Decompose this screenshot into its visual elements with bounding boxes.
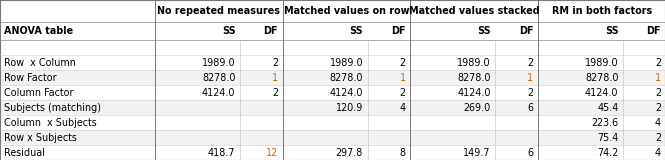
Text: 2: 2 bbox=[527, 58, 533, 68]
Text: 1989.0: 1989.0 bbox=[457, 58, 491, 68]
Text: 1: 1 bbox=[655, 73, 661, 83]
Text: 8278.0: 8278.0 bbox=[585, 73, 618, 83]
Text: 2: 2 bbox=[400, 88, 406, 98]
Text: 4124.0: 4124.0 bbox=[202, 88, 235, 98]
Text: 120.9: 120.9 bbox=[336, 103, 363, 113]
Text: 2: 2 bbox=[527, 88, 533, 98]
Text: Matched values stacked: Matched values stacked bbox=[409, 6, 539, 16]
Text: Row  x Column: Row x Column bbox=[4, 58, 76, 68]
Text: SS: SS bbox=[350, 26, 363, 36]
Bar bbox=[0, 0, 665, 22]
Text: 1: 1 bbox=[272, 73, 278, 83]
Text: 8278.0: 8278.0 bbox=[202, 73, 235, 83]
Bar bbox=[0, 22, 665, 40]
Text: 4: 4 bbox=[400, 103, 406, 113]
Text: 2: 2 bbox=[655, 88, 661, 98]
Text: No repeated measures: No repeated measures bbox=[158, 6, 280, 16]
Text: DF: DF bbox=[646, 26, 661, 36]
Text: 6: 6 bbox=[527, 103, 533, 113]
Text: Row Factor: Row Factor bbox=[4, 73, 57, 83]
Text: DF: DF bbox=[391, 26, 406, 36]
Text: 6: 6 bbox=[527, 148, 533, 158]
Text: 1989.0: 1989.0 bbox=[585, 58, 618, 68]
Text: 2: 2 bbox=[272, 58, 278, 68]
Text: DF: DF bbox=[519, 26, 533, 36]
Text: 4124.0: 4124.0 bbox=[458, 88, 491, 98]
Text: 1: 1 bbox=[400, 73, 406, 83]
Text: 2: 2 bbox=[272, 88, 278, 98]
Text: SS: SS bbox=[222, 26, 235, 36]
Text: 4: 4 bbox=[655, 118, 661, 128]
Text: 1: 1 bbox=[527, 73, 533, 83]
Text: 8: 8 bbox=[400, 148, 406, 158]
Text: 4: 4 bbox=[655, 148, 661, 158]
Text: DF: DF bbox=[263, 26, 278, 36]
Text: 418.7: 418.7 bbox=[208, 148, 235, 158]
Text: 74.2: 74.2 bbox=[597, 148, 618, 158]
Text: Column  x Subjects: Column x Subjects bbox=[4, 118, 96, 128]
Text: 223.6: 223.6 bbox=[591, 118, 618, 128]
Text: 269.0: 269.0 bbox=[464, 103, 491, 113]
Text: 8278.0: 8278.0 bbox=[330, 73, 363, 83]
Bar bbox=[0, 85, 665, 100]
Text: 149.7: 149.7 bbox=[464, 148, 491, 158]
Bar bbox=[0, 55, 665, 70]
Bar bbox=[0, 70, 665, 85]
Text: 2: 2 bbox=[655, 103, 661, 113]
Text: 4124.0: 4124.0 bbox=[330, 88, 363, 98]
Text: 12: 12 bbox=[266, 148, 278, 158]
Bar bbox=[0, 145, 665, 160]
Text: 297.8: 297.8 bbox=[336, 148, 363, 158]
Text: 4124.0: 4124.0 bbox=[585, 88, 618, 98]
Bar bbox=[0, 100, 665, 115]
Bar bbox=[0, 40, 665, 55]
Text: 45.4: 45.4 bbox=[597, 103, 618, 113]
Text: Row x Subjects: Row x Subjects bbox=[4, 133, 77, 143]
Text: 8278.0: 8278.0 bbox=[458, 73, 491, 83]
Text: 2: 2 bbox=[655, 133, 661, 143]
Text: 1989.0: 1989.0 bbox=[329, 58, 363, 68]
Text: SS: SS bbox=[605, 26, 618, 36]
Text: 2: 2 bbox=[655, 58, 661, 68]
Bar bbox=[0, 130, 665, 145]
Text: Column Factor: Column Factor bbox=[4, 88, 74, 98]
Text: Residual: Residual bbox=[4, 148, 45, 158]
Text: 2: 2 bbox=[400, 58, 406, 68]
Text: Subjects (matching): Subjects (matching) bbox=[4, 103, 101, 113]
Text: ANOVA table: ANOVA table bbox=[4, 26, 73, 36]
Text: RM in both factors: RM in both factors bbox=[552, 6, 652, 16]
Text: 1989.0: 1989.0 bbox=[201, 58, 235, 68]
Text: Matched values on row: Matched values on row bbox=[284, 6, 409, 16]
Bar bbox=[0, 115, 665, 130]
Text: SS: SS bbox=[477, 26, 491, 36]
Text: 75.4: 75.4 bbox=[597, 133, 618, 143]
